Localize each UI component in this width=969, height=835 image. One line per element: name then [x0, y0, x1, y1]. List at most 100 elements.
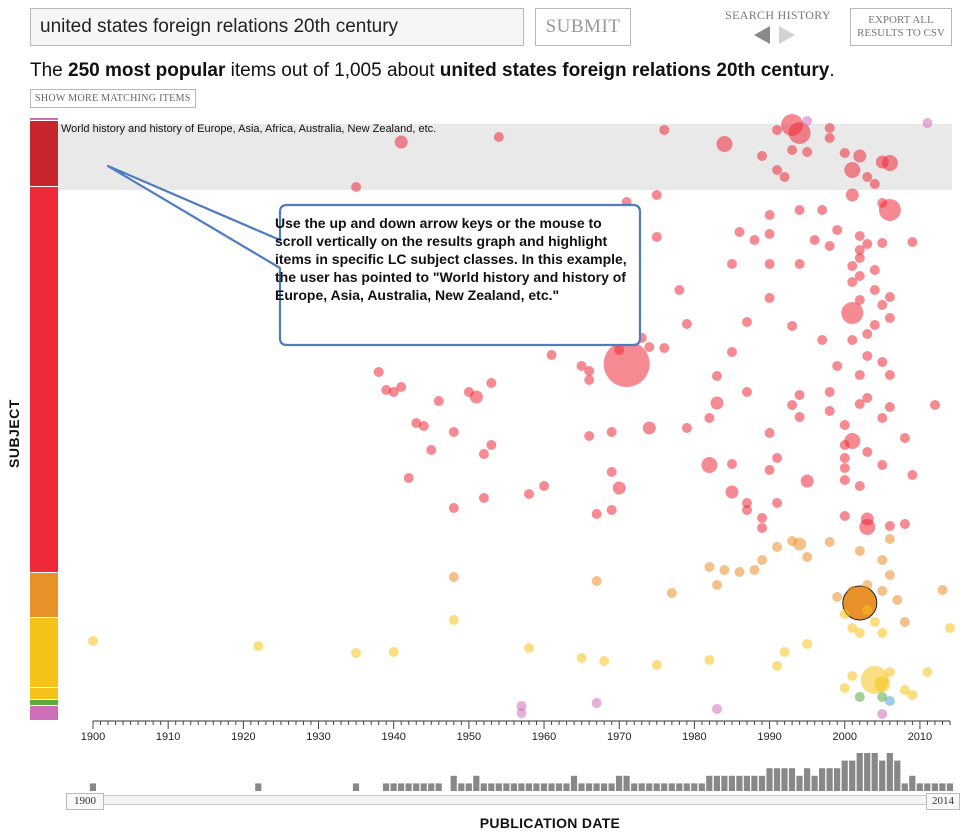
histogram-bar: [894, 760, 901, 791]
histogram-bar: [608, 783, 615, 791]
headline-suffix: .: [829, 60, 835, 81]
histogram-bar: [495, 783, 502, 791]
histogram-bar: [819, 768, 826, 791]
data-point: [772, 498, 783, 508]
data-point: [922, 118, 933, 128]
data-point: [839, 683, 850, 693]
data-point: [727, 259, 737, 269]
data-point: [844, 162, 861, 178]
histogram-bar: [638, 783, 645, 791]
data-point: [478, 493, 489, 503]
results-headline: The 250 most popular items out of 1,005 …: [30, 60, 835, 82]
data-point: [874, 676, 891, 692]
data-point: [877, 692, 888, 702]
data-point: [945, 623, 955, 633]
histogram-bar: [796, 775, 803, 791]
data-point: [725, 485, 739, 499]
data-point: [854, 295, 865, 305]
x-tick-label: 1900: [81, 731, 105, 743]
histogram-bar: [939, 783, 946, 791]
search-input[interactable]: [30, 8, 524, 46]
data-point: [606, 467, 617, 477]
data-point: [862, 605, 873, 615]
subject-segment[interactable]: [30, 187, 58, 573]
data-point: [757, 523, 768, 533]
x-tick-label: 1910: [156, 731, 180, 743]
histogram-bar: [728, 775, 735, 791]
subject-segment[interactable]: [30, 618, 58, 687]
histogram-bar: [646, 783, 653, 791]
data-point: [539, 481, 550, 491]
data-point: [757, 513, 768, 523]
data-point: [396, 382, 407, 392]
slider-end-handle[interactable]: 2014: [926, 793, 960, 810]
subject-segment[interactable]: [30, 687, 58, 699]
data-point: [877, 586, 888, 596]
data-point: [704, 562, 715, 572]
histogram-bar: [886, 753, 893, 791]
histogram-bar: [879, 760, 886, 791]
data-point: [493, 132, 504, 142]
history-forward-arrow-icon[interactable]: [779, 26, 795, 44]
histogram-bar: [788, 768, 796, 791]
data-point: [742, 498, 752, 508]
histogram-bar: [488, 783, 495, 791]
data-point: [772, 125, 783, 135]
subject-segment[interactable]: [30, 699, 58, 705]
data-point: [854, 628, 865, 638]
histogram-bar: [781, 768, 788, 791]
data-point: [787, 400, 798, 410]
callout-text: Use the up and down arrow keys or the mo…: [275, 215, 627, 303]
data-point: [907, 237, 918, 247]
highlighted-subject-label: World history and history of Europe, Asi…: [61, 123, 437, 135]
histogram-bar: [706, 775, 713, 791]
show-more-button[interactable]: SHOW MORE MATCHING ITEMS: [30, 89, 196, 108]
data-point: [907, 690, 918, 700]
date-range-slider[interactable]: [66, 795, 957, 805]
headline-count: 250 most popular: [68, 60, 226, 81]
data-point: [854, 370, 865, 380]
data-point: [817, 205, 828, 215]
data-point: [877, 460, 888, 470]
data-point: [734, 227, 745, 237]
slider-start-handle[interactable]: 1900: [66, 793, 104, 810]
data-point: [841, 302, 864, 324]
data-point: [757, 555, 768, 565]
x-tick-label: 1920: [231, 731, 255, 743]
subject-segment[interactable]: [30, 118, 58, 120]
data-point: [727, 347, 737, 357]
histogram-bar: [758, 775, 766, 791]
data-point: [884, 402, 895, 412]
data-point: [854, 245, 865, 255]
data-point: [516, 701, 527, 711]
data-point: [877, 198, 888, 208]
data-point: [839, 148, 850, 158]
data-point: [854, 253, 865, 263]
data-point: [884, 534, 895, 544]
subject-segment[interactable]: [30, 705, 58, 720]
data-point: [651, 190, 662, 200]
subject-segment[interactable]: [30, 573, 58, 618]
histogram-bar: [721, 775, 728, 791]
submit-button[interactable]: SUBMIT: [535, 8, 631, 46]
data-point: [839, 463, 850, 473]
data-point: [403, 473, 414, 483]
history-back-arrow-icon[interactable]: [754, 26, 770, 44]
data-point: [875, 155, 889, 169]
export-csv-button[interactable]: EXPORT ALL RESULTS TO CSV: [850, 8, 952, 46]
data-point: [832, 592, 843, 602]
subject-segment[interactable]: [30, 121, 58, 187]
histogram-bar: [871, 753, 878, 791]
histogram-bar: [864, 753, 871, 791]
histogram-bar: [518, 783, 525, 791]
data-point: [877, 555, 888, 565]
data-point: [907, 470, 918, 480]
histogram-bar: [804, 768, 811, 791]
data-point: [817, 335, 828, 345]
data-point: [847, 586, 858, 596]
histogram-bar: [548, 783, 555, 791]
data-point: [862, 239, 873, 249]
histogram-bar: [383, 783, 390, 791]
data-point: [614, 345, 625, 355]
